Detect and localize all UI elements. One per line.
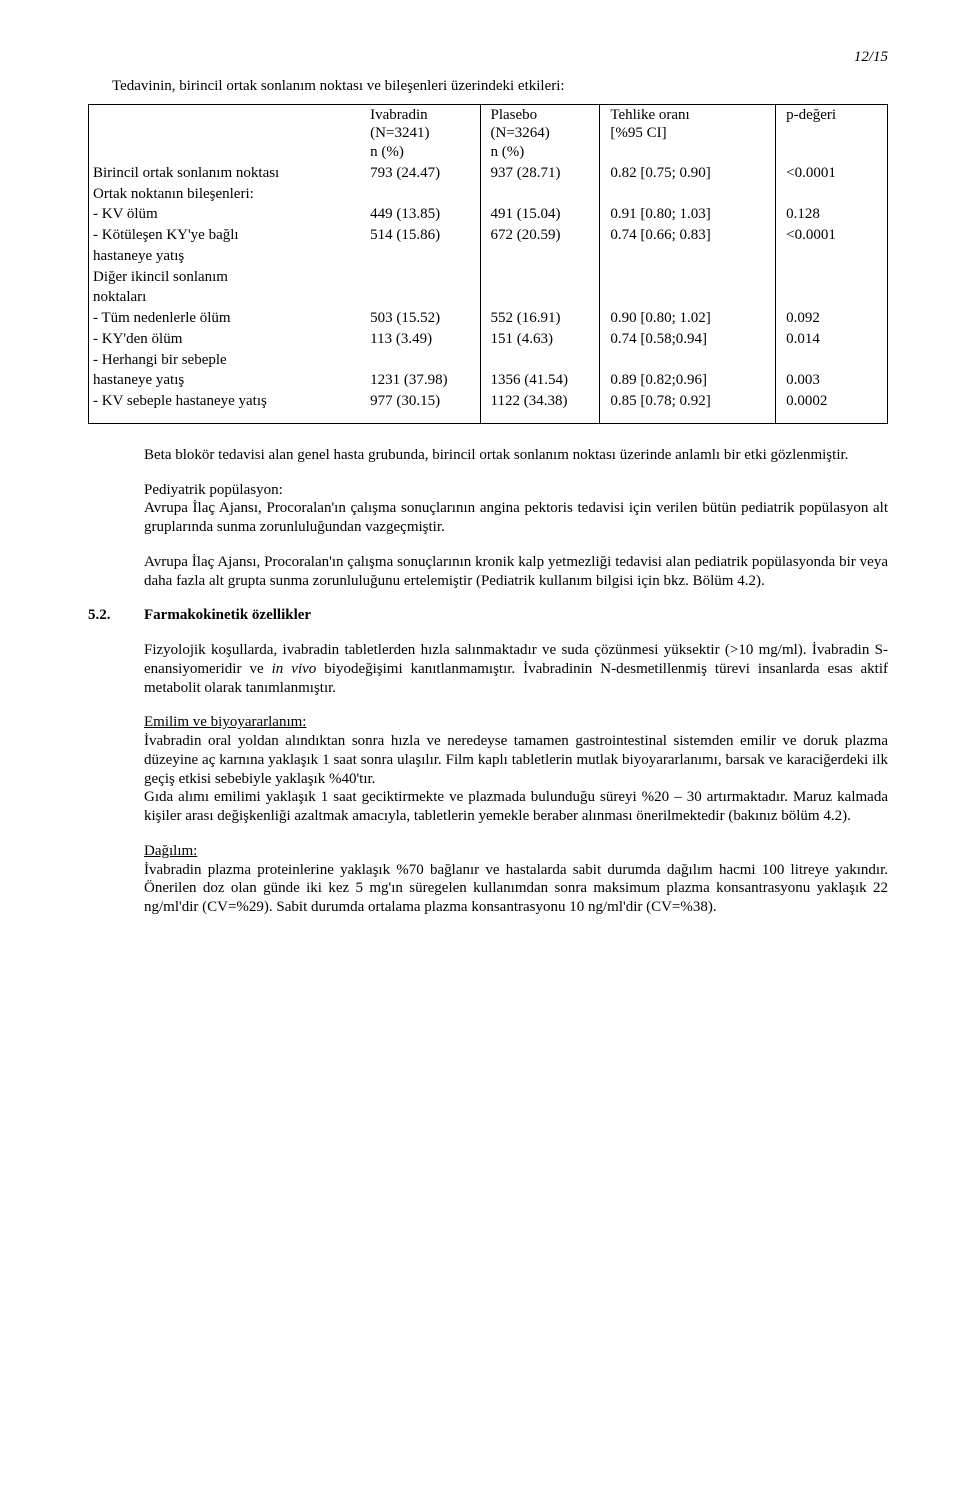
paragraph-beta-blocker: Beta blokör tedavisi alan genel hasta gr… — [144, 446, 888, 465]
row3-c4: 0.128 — [776, 204, 888, 225]
table-row: Ortak noktanın bileşenleri: — [89, 184, 888, 205]
table-row: - KV sebeple hastaneye yatış 977 (30.15)… — [89, 391, 888, 423]
table-header-row: Ivabradin (N=3241) n (%) Plasebo (N=3264… — [89, 104, 888, 163]
table-row: - KY'den ölüm 113 (3.49) 151 (4.63) 0.74… — [89, 329, 888, 350]
row9-label: - KV sebeple hastaneye yatış — [89, 391, 361, 423]
row8-label: - Herhangi bir sebeple — [89, 350, 361, 371]
table-row: hastaneye yatış 1231 (37.98) 1356 (41.54… — [89, 370, 888, 391]
col2-line3: n (%) — [491, 144, 525, 160]
distribution-head: Dağılım: — [144, 843, 197, 859]
table-row: Diğer ikincil sonlanım — [89, 267, 888, 288]
row4-c4: <0.0001 — [776, 225, 888, 246]
col1-line3: n (%) — [370, 144, 404, 160]
distribution-body: İvabradin plazma proteinlerine yaklaşık … — [144, 862, 888, 916]
pediatric-head: Pediyatrik popülasyon: — [144, 482, 283, 498]
intro-line: Tedavinin, birincil ortak sonlanım nokta… — [112, 77, 888, 96]
row1-c3: 0.82 [0.75; 0.90] — [600, 163, 776, 184]
row8b-c3: 0.89 [0.82;0.96] — [600, 370, 776, 391]
row4b-label: hastaneye yatış — [89, 246, 361, 267]
row1-c2: 937 (28.71) — [480, 163, 600, 184]
paragraph-pharmacokinetics: Fizyolojik koşullarda, ivabradin tabletl… — [144, 641, 888, 697]
row7-c4: 0.014 — [776, 329, 888, 350]
row9-c1: 977 (30.15) — [360, 391, 480, 423]
page-number: 12/15 — [88, 48, 888, 67]
table-row: - Kötüleşen KY'ye bağlı 514 (15.86) 672 … — [89, 225, 888, 246]
row8b-label: hastaneye yatış — [89, 370, 361, 391]
row7-c3: 0.74 [0.58;0.94] — [600, 329, 776, 350]
row6-c1: 503 (15.52) — [360, 308, 480, 329]
absorption-body-a: İvabradin oral yoldan alındıktan sonra h… — [144, 733, 888, 787]
row9-c3: 0.85 [0.78; 0.92] — [600, 391, 776, 423]
table-row: - Tüm nedenlerle ölüm 503 (15.52) 552 (1… — [89, 308, 888, 329]
row1-label: Birincil ortak sonlanım noktası — [89, 163, 361, 184]
row3-c2: 491 (15.04) — [480, 204, 600, 225]
row2-label: Ortak noktanın bileşenleri: — [89, 184, 361, 205]
paragraph-pediatric-2: Avrupa İlaç Ajansı, Procoralan'ın çalışm… — [144, 553, 888, 591]
results-table: Ivabradin (N=3241) n (%) Plasebo (N=3264… — [88, 104, 888, 424]
row4-c3: 0.74 [0.66; 0.83] — [600, 225, 776, 246]
row7-c2: 151 (4.63) — [480, 329, 600, 350]
col3-line2: [%95 CI] — [610, 125, 666, 141]
row9-c4: 0.0002 — [776, 391, 888, 423]
table-row: hastaneye yatış — [89, 246, 888, 267]
table-row: noktaları — [89, 287, 888, 308]
table-row: - Herhangi bir sebeple — [89, 350, 888, 371]
row3-c1: 449 (13.85) — [360, 204, 480, 225]
row3-label: - KV ölüm — [89, 204, 361, 225]
row5b-label: noktaları — [89, 287, 361, 308]
pk-invivo: in vivo — [272, 661, 317, 677]
section-heading-row: 5.2. Farmakokinetik özellikler — [88, 606, 888, 625]
col2-line2: (N=3264) — [491, 125, 550, 141]
col1-line1: Ivabradin — [370, 107, 427, 123]
col4-line1: p-değeri — [786, 107, 836, 123]
row6-label: - Tüm nedenlerle ölüm — [89, 308, 361, 329]
section-number: 5.2. — [88, 606, 144, 625]
row5-label: Diğer ikincil sonlanım — [89, 267, 361, 288]
paragraph-pediatric-1: Pediyatrik popülasyon: Avrupa İlaç Ajans… — [144, 481, 888, 537]
row3-c3: 0.91 [0.80; 1.03] — [600, 204, 776, 225]
row1-c1: 793 (24.47) — [360, 163, 480, 184]
row8b-c1: 1231 (37.98) — [360, 370, 480, 391]
row4-c2: 672 (20.59) — [480, 225, 600, 246]
row8b-c4: 0.003 — [776, 370, 888, 391]
pediatric-body1: Avrupa İlaç Ajansı, Procoralan'ın çalışm… — [144, 500, 888, 535]
paragraph-absorption: Emilim ve biyoyararlanım: İvabradin oral… — [144, 713, 888, 826]
absorption-body-b: Gıda alımı emilimi yaklaşık 1 saat gecik… — [144, 789, 888, 824]
row6-c2: 552 (16.91) — [480, 308, 600, 329]
row7-label: - KY'den ölüm — [89, 329, 361, 350]
row1-c4: <0.0001 — [776, 163, 888, 184]
row6-c3: 0.90 [0.80; 1.02] — [600, 308, 776, 329]
col1-line2: (N=3241) — [370, 125, 429, 141]
row4-c1: 514 (15.86) — [360, 225, 480, 246]
table-row: - KV ölüm 449 (13.85) 491 (15.04) 0.91 [… — [89, 204, 888, 225]
row8b-c2: 1356 (41.54) — [480, 370, 600, 391]
paragraph-distribution: Dağılım: İvabradin plazma proteinlerine … — [144, 842, 888, 917]
col3-line1: Tehlike oranı — [610, 107, 689, 123]
row4-label: - Kötüleşen KY'ye bağlı — [89, 225, 361, 246]
table-row: Birincil ortak sonlanım noktası 793 (24.… — [89, 163, 888, 184]
col2-line1: Plasebo — [491, 107, 538, 123]
section-title: Farmakokinetik özellikler — [144, 606, 311, 625]
absorption-head: Emilim ve biyoyararlanım: — [144, 714, 306, 730]
row9-c2: 1122 (34.38) — [480, 391, 600, 423]
row7-c1: 113 (3.49) — [360, 329, 480, 350]
row6-c4: 0.092 — [776, 308, 888, 329]
